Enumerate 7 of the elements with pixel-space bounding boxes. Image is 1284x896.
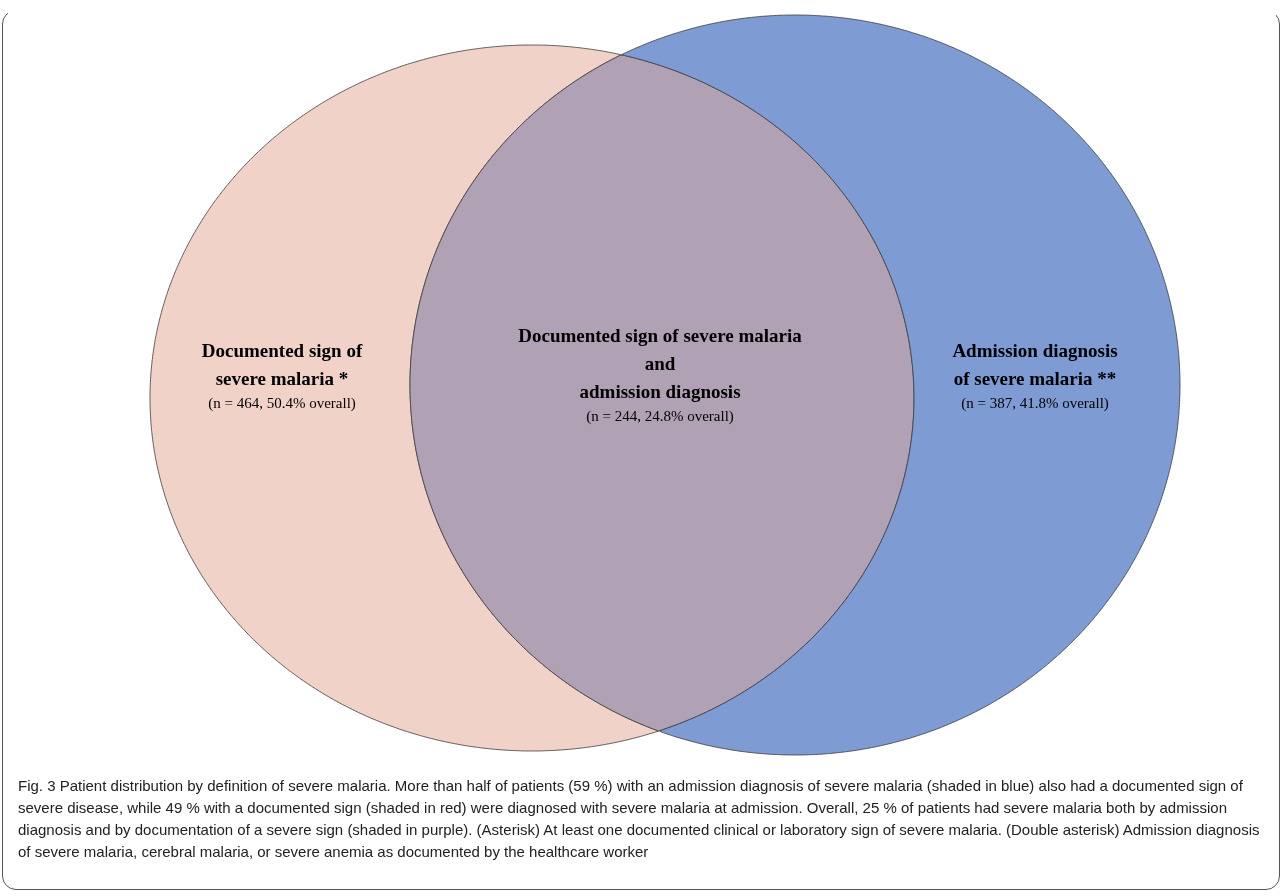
category-label: Documented sign of severe malaria and admission diagnosis bbox=[518, 325, 803, 402]
data-label: (n = 464, 50.4% overall) bbox=[208, 395, 356, 412]
data-label: (n = 244, 24.8% overall) bbox=[586, 408, 734, 425]
caption: Fig. 3 Patient distribution by definition of severe malaria. More than half of patients (59 %) with an admission diagnosis of severe malaria (shaded in blue) also had a documented sign of severe disease, while 49 % with a documented sign (shaded in red) were diagnosed with severe malaria at admission. Overall, 25 % of patients had severe malaria both by admission diagnosis and by documentation of a severe sign (shaded in purple). (Asterisk) At least one documented clinical or laboratory sign of severe malaria. (Double asterisk) Admission diagnosis of severe malaria, cerebral malaria, or severe anemia as documented by the healthcare worker bbox=[18, 776, 1261, 862]
category-label: Documented sign of severe malaria * bbox=[201, 340, 363, 389]
data-label: (n = 387, 41.8% overall) bbox=[961, 395, 1109, 412]
category-label: Admission diagnosis of severe malaria ** bbox=[952, 340, 1118, 389]
